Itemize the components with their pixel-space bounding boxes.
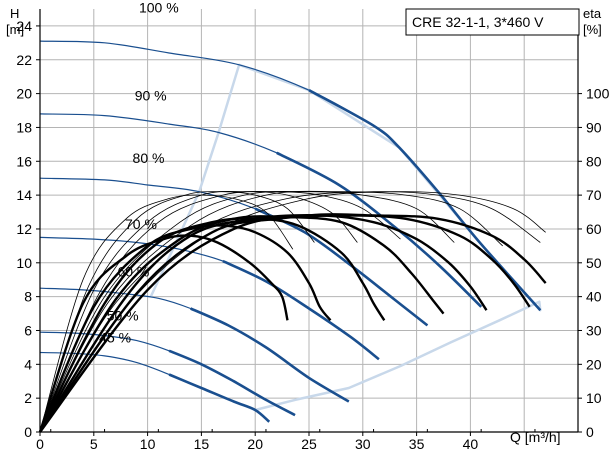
y-tick-label: 8 (24, 289, 32, 305)
y2-axis-label-line2: [%] (583, 22, 602, 37)
efficiency-curve (38, 234, 289, 433)
efficiency-curve (39, 190, 503, 433)
x-tick-label: 0 (36, 436, 44, 452)
y2-tick-label: 80 (586, 153, 602, 169)
x-tick-label: 30 (355, 436, 371, 452)
y-tick-label: 12 (16, 221, 32, 237)
pump-curve-operating-range (276, 151, 483, 308)
efficiency-curve (39, 191, 541, 433)
y-tick-label: 6 (24, 322, 32, 338)
y2-axis-label-line1: eta (583, 6, 602, 21)
y2-tick-label: 100 (586, 86, 610, 102)
x-tick-label: 10 (140, 436, 156, 452)
pump-curve-operating-range (222, 259, 380, 361)
speed-label: 90 % (135, 87, 167, 103)
y-tick-label: 10 (16, 255, 32, 271)
speed-label: 70 % (125, 216, 157, 232)
y-tick-label: 22 (16, 52, 32, 68)
x-axis-label: Q [m³/h] (510, 429, 561, 445)
speed-labels: 100 % 90 % 80 % 70 % 60 % 50 % 45 % (99, 0, 179, 345)
y2-tick-label: 50 (586, 255, 602, 271)
x-tick-label: 35 (409, 436, 425, 452)
speed-label: 50 % (107, 307, 139, 323)
x-tick-label: 20 (247, 436, 263, 452)
y-axis-label-line1: H (10, 6, 19, 21)
speed-label: 45 % (99, 329, 131, 345)
y-axis-label-line2: [m] (6, 22, 24, 37)
pump-curve-operating-range (168, 373, 271, 423)
efficiency-curve (39, 191, 401, 433)
speed-label: 60 % (117, 263, 149, 279)
efficiency-curve (39, 213, 547, 433)
y-tick-label: 0 (24, 424, 32, 440)
pump-curve-operating-range (190, 307, 350, 403)
y-tick-label: 4 (24, 356, 32, 372)
y2-tick-label: 40 (586, 289, 602, 305)
y2-tick-label: 30 (586, 322, 602, 338)
efficiency-curve (39, 191, 315, 433)
speed-label: 100 % (139, 0, 179, 15)
y2-tick-label: 10 (586, 390, 602, 406)
y2-tick-label: 60 (586, 221, 602, 237)
y2-tick-label: 90 (586, 119, 602, 135)
pump-curve-operating-range (308, 89, 542, 312)
pump-curve-operating-range (168, 349, 296, 417)
y2-tick-label: 70 (586, 187, 602, 203)
speed-label: 80 % (133, 150, 165, 166)
x-tick-label: 15 (194, 436, 210, 452)
y-tick-label: 16 (16, 153, 32, 169)
x-tick-label: 40 (463, 436, 479, 452)
chart-title: CRE 32-1-1, 3*460 V (412, 14, 544, 30)
x-tick-label: 5 (90, 436, 98, 452)
x-tick-label: 25 (301, 436, 317, 452)
y-tick-label: 24 (16, 18, 32, 34)
y2-tick-label: 20 (586, 356, 602, 372)
efficiency-curve (39, 191, 358, 433)
efficiency-curve (39, 191, 455, 433)
y-tick-label: 2 (24, 390, 32, 406)
y-tick-label: 14 (16, 187, 32, 203)
x-tick-labels: 0 5 10 15 20 25 30 35 40 (36, 432, 478, 452)
title-box (405, 8, 580, 36)
efficiency-curve (39, 194, 294, 433)
y-tick-label: 18 (16, 119, 32, 135)
y-tick-label: 20 (16, 86, 32, 102)
efficiency-curves (38, 190, 547, 433)
pump-curves (39, 40, 542, 423)
y2-tick-label: 0 (586, 424, 594, 440)
y2-tick-labels: 0 10 20 30 40 50 60 70 80 90 100 (578, 86, 610, 440)
grid (40, 9, 578, 432)
